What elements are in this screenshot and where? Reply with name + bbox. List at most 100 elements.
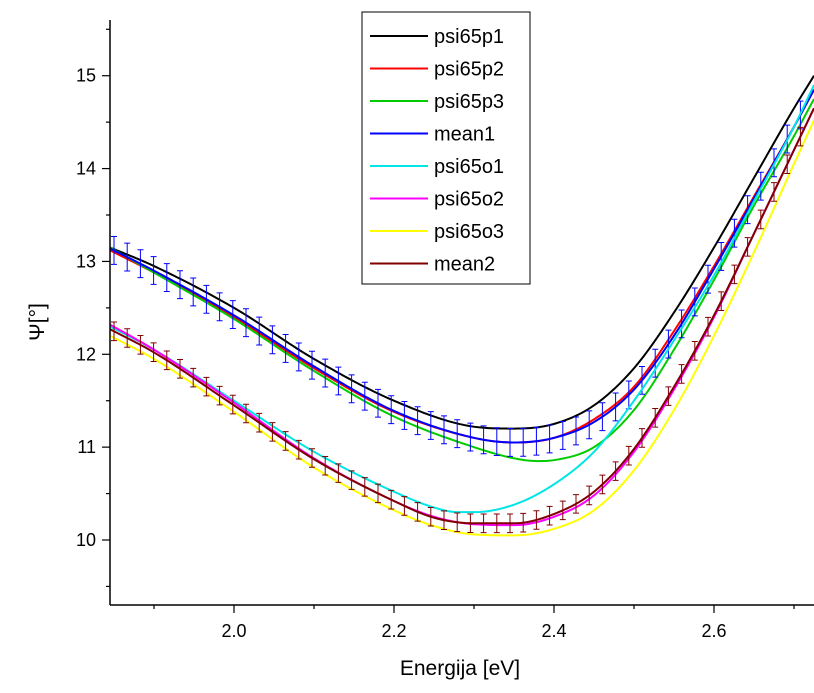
legend-label-psi65p1: psi65p1: [434, 26, 504, 48]
error-bar: [771, 182, 777, 202]
error-bar: [163, 350, 170, 371]
error-bar: [322, 358, 329, 388]
error-bar: [295, 439, 302, 460]
error-bar: [348, 374, 355, 404]
error-bar: [441, 510, 447, 530]
x-tick-label: 2.0: [221, 621, 246, 641]
y-tick-label: 13: [76, 251, 96, 271]
error-bar: [216, 292, 223, 322]
error-bar: [282, 334, 289, 363]
error-bar: [493, 427, 500, 457]
error-bar: [441, 415, 447, 445]
error-bar: [757, 171, 764, 201]
error-bar: [639, 428, 645, 448]
error-bar: [546, 424, 553, 454]
error-bar: [203, 376, 210, 397]
error-bar: [507, 428, 513, 457]
error-bar: [678, 309, 685, 339]
error-bar: [414, 502, 421, 522]
error-bar: [375, 483, 381, 504]
error-bar: [454, 512, 461, 533]
error-bar: [256, 412, 263, 433]
error-bar: [612, 392, 619, 422]
error-bars-mean2: [111, 126, 804, 534]
legend-label-mean1: mean1: [434, 124, 495, 146]
error-bar: [137, 249, 144, 279]
error-bar: [361, 477, 368, 497]
error-bar: [533, 426, 540, 456]
error-bar: [757, 209, 764, 230]
error-bar: [177, 270, 183, 300]
error-bar: [599, 474, 606, 495]
error-bar: [282, 431, 289, 451]
error-bar: [652, 348, 659, 378]
legend-label-psi65o2: psi65o2: [434, 189, 504, 211]
error-bar: [718, 241, 725, 271]
error-bar: [427, 411, 434, 440]
error-bar: [718, 291, 725, 312]
legend-label-psi65o3: psi65o3: [434, 221, 504, 243]
error-bar: [480, 425, 487, 455]
error-bar: [731, 218, 738, 248]
error-bar: [520, 427, 527, 457]
error-bar: [150, 342, 157, 362]
error-bar: [480, 513, 487, 534]
series-layer: [110, 75, 814, 537]
error-bar: [573, 416, 579, 446]
error-bar: [124, 242, 131, 272]
error-bar: [744, 237, 751, 257]
error-bar: [744, 195, 751, 225]
error-bar: [309, 350, 315, 380]
y-tick-label: 11: [77, 437, 96, 457]
error-bar: [335, 366, 342, 396]
error-bar: [322, 455, 329, 476]
error-bar: [150, 256, 157, 285]
error-bar: [797, 126, 804, 147]
error-bar: [269, 325, 276, 355]
error-bar: [546, 505, 553, 526]
error-bar: [190, 367, 197, 388]
error-bar: [467, 422, 474, 452]
error-bar: [467, 513, 474, 534]
legend-label-psi65o1: psi65o1: [434, 156, 504, 178]
error-bar: [612, 461, 619, 481]
error-bar: [559, 500, 566, 521]
error-bar: [678, 364, 685, 384]
error-bar: [427, 506, 434, 527]
error-bar: [216, 385, 223, 406]
error-bar: [573, 494, 579, 514]
series-line-psi65o1: [110, 84, 814, 514]
error-bar: [586, 485, 593, 506]
error-bar: [111, 236, 117, 265]
legend-label-psi65p2: psi65p2: [434, 59, 504, 81]
error-bars-mean1: [111, 100, 804, 457]
error-bar: [229, 394, 236, 415]
y-tick-label: 14: [76, 159, 96, 179]
error-bar: [309, 448, 315, 468]
error-bar: [705, 316, 711, 337]
error-bar: [388, 489, 395, 510]
error-bar: [454, 419, 461, 449]
error-bar: [256, 316, 263, 346]
error-bar: [203, 284, 210, 314]
error-bar: [348, 470, 355, 490]
error-bar: [190, 277, 197, 307]
error-bar: [533, 510, 540, 530]
error-bar: [295, 342, 302, 372]
error-bar: [665, 329, 672, 359]
error-bar: [335, 463, 342, 483]
error-bar: [559, 421, 566, 450]
error-bar: [388, 395, 395, 425]
error-bar: [361, 381, 368, 411]
error-bar: [401, 400, 408, 430]
series-line-psi65o3: [110, 119, 814, 537]
axes-layer: 2.0 2.2 2.4 2.6 10 11 12 13 14 15: [76, 20, 814, 641]
series-line-psi65p3: [110, 98, 814, 463]
error-bar: [705, 264, 711, 294]
legend-box: [361, 11, 531, 285]
error-bar: [652, 407, 659, 428]
error-bar: [401, 496, 408, 516]
x-axis-label: Energija [eV]: [400, 657, 520, 680]
error-bar: [625, 445, 632, 466]
